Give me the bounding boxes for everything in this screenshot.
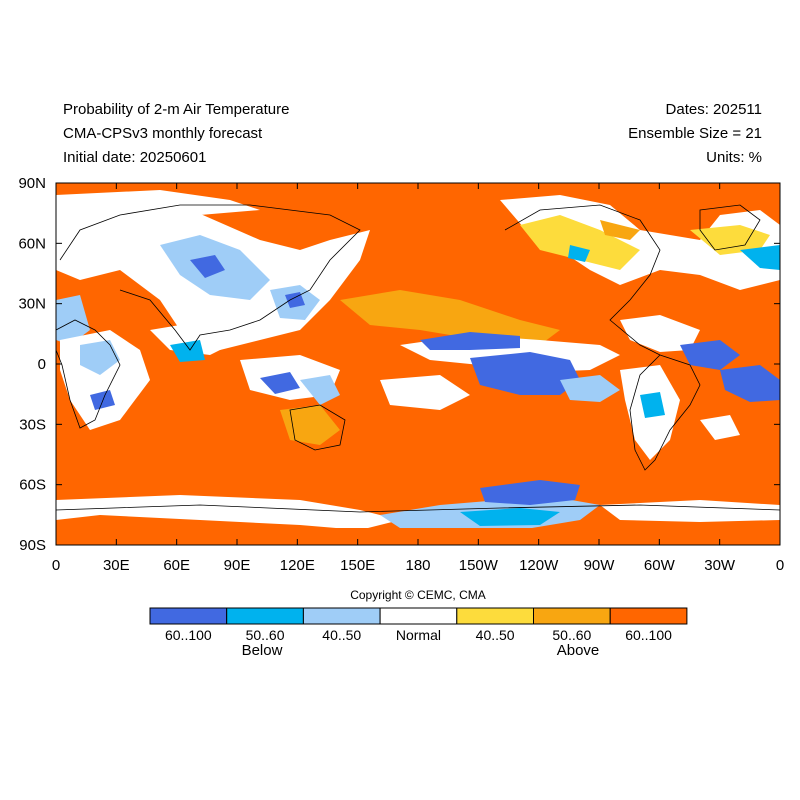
legend-bin-label: Normal <box>395 627 441 643</box>
legend-above-label: Above <box>556 642 600 659</box>
coastline-south-america <box>629 354 701 471</box>
legend-swatch <box>149 607 228 625</box>
lat-label: 60S <box>19 477 46 494</box>
legend-bin-label: 60..100 <box>625 627 672 643</box>
normal-area-south-pacific <box>380 375 470 410</box>
ensemble-size-label: Ensemble Size = 21 <box>628 125 762 142</box>
title-line-2: CMA-CPSv3 monthly forecast <box>63 125 263 142</box>
strong-below-patch-asia-1 <box>190 255 225 278</box>
coastline-greenland <box>699 204 761 251</box>
lon-label: 180 <box>405 557 430 574</box>
longitude-labels: 0 30E 60E 90E 120E 150E 180 150W 120W 90W 60W 30W 0 <box>52 557 784 574</box>
legend-colorbar <box>149 607 688 625</box>
copyright-text: Copyright © CEMC, CMA <box>350 588 486 602</box>
legend-swatch <box>379 607 458 625</box>
normal-patch-south-atlantic <box>700 415 740 440</box>
lon-label: 150E <box>340 557 375 574</box>
legend-bin-label: 50..60 <box>245 627 285 643</box>
normal-area-arctic <box>56 190 260 215</box>
strong-below-band-north <box>420 332 520 350</box>
legend-swatch <box>609 607 688 625</box>
lon-label: 60E <box>163 557 190 574</box>
legend-swatch <box>302 607 381 625</box>
strong-below-south-atlantic <box>720 365 780 402</box>
mid-above-patch-canada <box>600 220 640 240</box>
lon-label: 150W <box>459 557 499 574</box>
lat-label: 30S <box>19 416 46 433</box>
lat-label: 0 <box>38 356 46 373</box>
mid-below-patch-north-atlantic <box>740 245 780 270</box>
legend-below-label: Below <box>241 642 283 659</box>
mid-below-patch-southern-ocean <box>460 508 560 526</box>
latitude-labels: 90N 60N 30N 0 30S 60S 90S <box>18 175 46 554</box>
lat-label: 90N <box>18 175 46 192</box>
strong-below-patch-asia-2 <box>285 292 305 308</box>
strong-below-equatorial-pacific <box>470 352 580 395</box>
light-above-greenland <box>690 225 770 255</box>
lon-label: 120E <box>280 557 315 574</box>
legend-bin-label: 40..50 <box>475 627 515 643</box>
legend-bin-label: 40..50 <box>322 627 362 643</box>
strong-below-patch-africa <box>90 390 115 410</box>
lon-label: 30W <box>704 557 736 574</box>
mid-below-patch-indian-ocean <box>170 340 205 362</box>
normal-area-central-america <box>620 315 700 352</box>
mid-above-patch-australia <box>280 405 340 445</box>
coastline-antarctica <box>56 504 780 513</box>
dates-label: Dates: 202511 <box>665 101 762 118</box>
legend-bin-label: 50..60 <box>552 627 592 643</box>
strong-below-patch-southern-ocean <box>480 480 580 505</box>
longitude-ticks <box>55 183 781 545</box>
lon-label: 90W <box>584 557 616 574</box>
title-line-3: Initial date: 20250601 <box>63 149 207 166</box>
lat-label: 60N <box>18 235 46 252</box>
light-below-west-africa <box>56 295 90 345</box>
coastline-africa <box>56 319 121 429</box>
lon-label: 0 <box>776 557 784 574</box>
normal-band-southern-ocean <box>56 495 400 530</box>
light-above-north-america <box>520 215 640 270</box>
lon-label: 90E <box>224 557 251 574</box>
lat-label: 30N <box>18 296 46 313</box>
lon-label: 30E <box>103 557 130 574</box>
coastlines <box>56 204 780 513</box>
coastline-north-america <box>504 204 661 356</box>
lon-label: 0 <box>52 557 60 574</box>
legend-swatch <box>456 607 534 625</box>
strong-below-north-atlantic <box>680 340 740 370</box>
coastline-eurasia <box>59 204 361 351</box>
lat-label: 90S <box>19 537 46 554</box>
legend-bin-label: 60..100 <box>164 627 212 643</box>
mid-above-north-pacific <box>340 290 560 345</box>
mid-below-patch-canada <box>568 245 590 262</box>
light-below-africa <box>80 340 120 375</box>
units-label: Units: % <box>706 149 762 166</box>
latitude-ticks <box>56 182 780 546</box>
light-below-patch-indonesia <box>300 375 340 405</box>
map-field <box>56 183 780 545</box>
mid-below-patch-south-america <box>640 392 665 418</box>
lon-label: 60W <box>644 557 676 574</box>
strong-below-patch-indonesia <box>260 372 300 394</box>
light-below-east-pacific <box>560 375 620 402</box>
coastline-australia <box>289 404 346 451</box>
title-line-1: Probability of 2-m Air Temperature <box>63 101 290 118</box>
lon-label: 120W <box>519 557 559 574</box>
legend-swatch <box>226 607 304 625</box>
legend-swatch <box>533 607 611 625</box>
